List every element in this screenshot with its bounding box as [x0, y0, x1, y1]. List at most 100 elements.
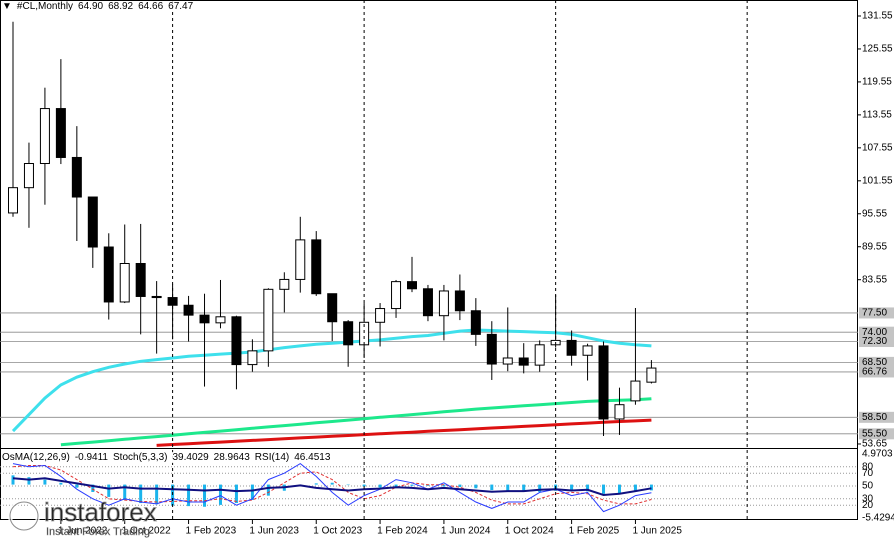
y-tick-label: 83.55 [862, 274, 887, 285]
osma-bar [314, 483, 318, 485]
osma-bar [234, 484, 238, 504]
y-tick-label: 113.55 [862, 110, 892, 121]
y-tick-label: 95.55 [862, 208, 887, 219]
candle-body [55, 108, 66, 158]
osma-bar [107, 484, 111, 497]
osma-bar [617, 484, 621, 494]
candle-body [518, 357, 529, 366]
osma-bar [59, 482, 63, 485]
osma-bar [346, 484, 350, 486]
osma-bar [442, 484, 446, 487]
stoch-name: Stoch(5,3,3) [113, 452, 168, 463]
osma-bar [11, 475, 15, 485]
osma-bar [155, 484, 159, 505]
x-tick-label: 1 Feb 2023 [186, 526, 237, 537]
level-label: 77.50 [862, 308, 887, 319]
indicator-header: OsMA(12,26,9) -0.9411 Stoch(5,3,3) 39.4029 2… [2, 452, 336, 463]
y-tick-label: 70 [862, 468, 874, 479]
osma-bar [570, 484, 574, 491]
candle-body [454, 290, 465, 312]
x-tick-label: 1 Feb 2024 [377, 526, 428, 537]
stoch-signal-line [12, 465, 652, 505]
y-tick-label: 107.55 [862, 142, 893, 153]
y-tick-label: 30 [862, 493, 874, 504]
candle-body [231, 316, 242, 366]
level-label: 68.50 [862, 357, 887, 368]
osma-bar [91, 484, 95, 492]
osma-bar [410, 484, 414, 486]
stoch-main-line [12, 462, 652, 513]
stoch-main-value: 39.4029 [172, 452, 209, 463]
osma-bar [75, 484, 79, 488]
x-tick-label: 1 Oct 2024 [505, 526, 554, 537]
watermark-tagline: Instant Forex Trading [46, 526, 150, 538]
candle-body [470, 310, 481, 335]
level-label-bg [859, 411, 894, 423]
moving-average [60, 397, 652, 447]
osma-bar [649, 484, 653, 491]
rsi-value: 46.4513 [294, 452, 331, 463]
candle-body [646, 367, 657, 383]
ohlc-high: 68.92 [108, 1, 134, 12]
osma-bar [394, 484, 398, 488]
candle-body [119, 262, 130, 303]
osma-bar [362, 484, 366, 487]
x-tick-label: 1 Oct 2022 [122, 526, 171, 537]
ohlc-open: 64.90 [78, 1, 104, 12]
level-label-bg [859, 428, 894, 440]
candle-body [630, 380, 641, 402]
x-tick-label: 1 Jun 2022 [58, 526, 108, 537]
watermark: instaforex Instant Forex Trading [8, 496, 157, 538]
y-tick-label: 53.65 [862, 439, 887, 450]
candle-body [199, 314, 210, 324]
candle-body [135, 262, 146, 297]
x-tick-label: 1 Oct 2023 [313, 526, 362, 537]
osma-bar [171, 484, 175, 506]
y-tick-label: 89.55 [862, 241, 887, 252]
level-label-bg [859, 326, 894, 338]
moving-average [11, 328, 652, 433]
watermark-logo-outline [9, 501, 39, 531]
chart-header: ▼ #CL,Monthly 64.90 68.92 64.66 67.47 [2, 1, 199, 12]
y-tick-label: 131.55 [862, 11, 893, 22]
y-tick-label: 50 [862, 481, 874, 492]
candle-body [87, 196, 98, 248]
axes: 131.55 125.55 119.55 113.55 107.55 101.55 95.5… [58, 0, 894, 537]
candle-body [598, 345, 609, 420]
level-label-bg [859, 366, 894, 378]
osma-bar [522, 484, 526, 492]
candle-body [8, 187, 18, 214]
y-tick-label: 125.55 [862, 44, 893, 55]
level-label: 74.00 [862, 327, 887, 338]
candle-body [407, 281, 417, 290]
osma-bar [538, 484, 542, 492]
osma-limit-label: 4.9703 [862, 449, 893, 460]
y-tick-label: 101.55 [862, 175, 893, 186]
candle-body [614, 404, 625, 420]
candle-body [327, 293, 338, 323]
osma-bar [266, 484, 270, 496]
x-tick-label: 1 Feb 2025 [569, 526, 620, 537]
watermark-brand: instaforex [44, 497, 157, 527]
candle-body [391, 281, 402, 310]
level-label: 55.50 [862, 428, 887, 439]
ohlc-close: 67.47 [168, 1, 194, 12]
x-tick-label: 1 Jun 2025 [632, 526, 682, 537]
osma-bar [250, 484, 254, 500]
candle-body [183, 304, 194, 316]
y-tick-label: 119.55 [862, 77, 892, 88]
level-label-bg [859, 336, 894, 348]
candle-body [534, 344, 545, 366]
osma-bar [187, 484, 191, 507]
candle-body [422, 288, 433, 317]
x-tick-label: 1 Jun 2024 [441, 526, 491, 537]
y-tick-label: 80 [862, 461, 874, 472]
y-tick-label: 20 [862, 500, 874, 511]
candle-body [151, 295, 162, 299]
osma-bar [139, 484, 143, 504]
osma-bar [426, 484, 430, 486]
dropdown-icon[interactable]: ▼ [2, 1, 12, 12]
osma-bar [506, 484, 510, 492]
